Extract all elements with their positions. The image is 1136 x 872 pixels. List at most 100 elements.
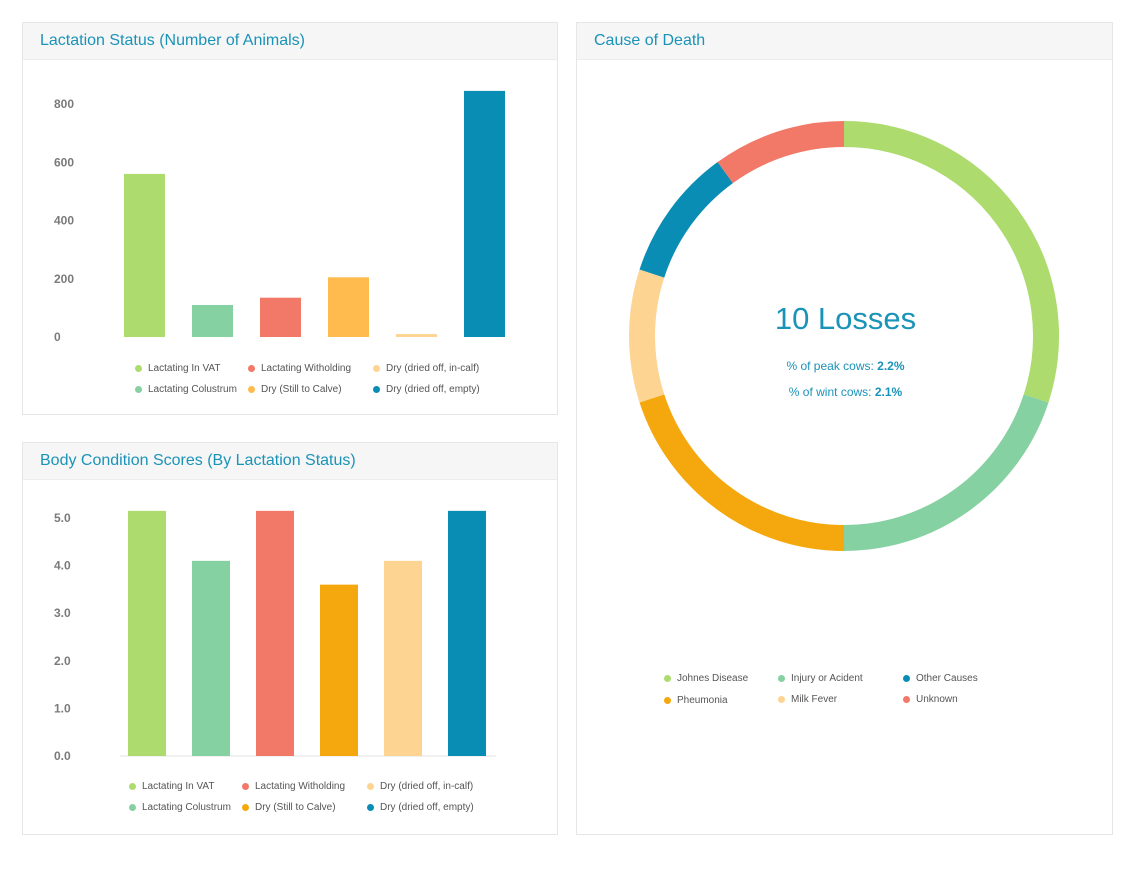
y-tick-label: 0.0 — [54, 749, 71, 763]
bar-lactating-colustrum[interactable] — [192, 304, 233, 337]
slice-johnes-disease[interactable] — [843, 121, 1059, 403]
legend-dot — [778, 696, 785, 703]
legend-dot — [367, 804, 374, 811]
legend-dot — [664, 697, 671, 704]
wint-cows-label: % of wint cows: — [788, 385, 872, 399]
legend-item-dry-dried-off-empty[interactable]: Dry (dried off, empty) — [373, 384, 480, 395]
legend-item-dry-still-to-calve[interactable]: Dry (Still to Calve) — [242, 802, 336, 813]
lactation-status-title: Lactation Status (Number of Animals) — [23, 23, 557, 60]
legend-dot — [664, 675, 671, 682]
bar-dry-still-to-calve[interactable] — [320, 584, 358, 756]
legend-label: Lactating Witholding — [255, 781, 346, 792]
legend-item-johnes-disease[interactable]: Johnes Disease — [664, 673, 748, 684]
lactation-status-legend: Lactating In VAT Lactating Witholding Dry … — [23, 358, 557, 408]
body-condition-title: Body Condition Scores (By Lactation Stat… — [23, 443, 557, 480]
y-tick-label: 800 — [54, 97, 74, 111]
legend-label: Lactating Witholding — [261, 363, 352, 374]
peak-cows-value: 2.2% — [877, 359, 905, 373]
y-tick-label: 0 — [54, 330, 61, 344]
legend-label: Dry (dried off, in-calf) — [380, 781, 474, 792]
y-tick-label: 200 — [54, 272, 74, 286]
legend-dot — [129, 804, 136, 811]
bar-dry-dried-off-in-calf[interactable] — [396, 334, 437, 337]
legend-item-milk-fever[interactable]: Milk Fever — [778, 694, 837, 705]
legend-item-other-causes[interactable]: Other Causes — [903, 673, 978, 684]
slice-injury-or-acident[interactable] — [843, 394, 1049, 551]
legend-item-lactating-colustrum[interactable]: Lactating Colustrum — [135, 384, 237, 395]
lactation-status-panel: Lactation Status (Number of Animals) 0 20… — [22, 22, 558, 415]
legend-label: Dry (Still to Calve) — [261, 384, 342, 395]
legend-item-pheumonia[interactable]: Pheumonia — [664, 695, 728, 706]
bar-lactating-in-vat[interactable] — [124, 173, 165, 337]
bar-lactating-witholding[interactable] — [260, 297, 301, 337]
legend-item-dry-still-to-calve[interactable]: Dry (Still to Calve) — [248, 384, 342, 395]
peak-cows-stat: % of peak cows: 2.2% — [577, 359, 1114, 373]
y-tick-label: 5.0 — [54, 511, 71, 525]
legend-dot — [242, 804, 249, 811]
cause-of-death-donut — [629, 121, 1059, 551]
legend-dot — [903, 675, 910, 682]
legend-label: Dry (dried off, empty) — [380, 802, 474, 813]
legend-dot — [778, 675, 785, 682]
legend-label: Johnes Disease — [677, 673, 749, 684]
bar-dry-dried-off-empty[interactable] — [448, 510, 486, 756]
y-tick-label: 2.0 — [54, 654, 71, 668]
legend-dot — [135, 365, 142, 372]
cause-of-death-panel: Cause of Death 10 Losses % of peak cows:… — [576, 22, 1113, 835]
wint-cows-value: 2.1% — [874, 385, 903, 399]
legend-dot — [129, 783, 136, 790]
slice-milk-fever[interactable] — [629, 269, 665, 403]
lactation-status-chart: 0 200 400 600 800 — [54, 90, 505, 344]
legend-item-dry-dried-off-in-calf[interactable]: Dry (dried off, in-calf) — [367, 781, 473, 792]
legend-label: Other Causes — [916, 673, 978, 684]
bar-lactating-witholding[interactable] — [256, 510, 294, 756]
losses-count: 10 Losses — [774, 301, 917, 336]
y-tick-label: 400 — [54, 214, 74, 228]
legend-label: Milk Fever — [791, 694, 838, 705]
legend-item-lactating-in-vat[interactable]: Lactating In VAT — [129, 781, 214, 792]
legend-dot — [242, 783, 249, 790]
y-tick-label: 4.0 — [54, 559, 71, 573]
bar-dry-still-to-calve[interactable] — [328, 277, 369, 337]
legend-label: Dry (Still to Calve) — [255, 802, 336, 813]
legend-label: Dry (dried off, empty) — [386, 384, 480, 395]
legend-item-unknown[interactable]: Unknown — [903, 694, 958, 705]
legend-item-lactating-witholding[interactable]: Lactating Witholding — [242, 781, 345, 792]
bar-dry-dried-off-in-calf[interactable] — [384, 560, 422, 756]
y-tick-label: 1.0 — [54, 701, 71, 715]
peak-cows-label: % of peak cows: — [786, 359, 874, 373]
bar-lactating-colustrum[interactable] — [192, 560, 230, 756]
legend-label: Injury or Acident — [791, 673, 863, 684]
cause-of-death-title: Cause of Death — [577, 23, 1112, 60]
bar-lactating-in-vat[interactable] — [128, 510, 166, 756]
legend-item-injury-or-acident[interactable]: Injury or Acident — [778, 673, 863, 684]
legend-dot — [373, 386, 380, 393]
legend-label: Lactating Colustrum — [148, 384, 237, 395]
legend-dot — [248, 386, 255, 393]
slice-pheumonia[interactable] — [639, 394, 845, 551]
legend-dot — [248, 365, 255, 372]
legend-item-lactating-witholding[interactable]: Lactating Witholding — [248, 363, 351, 374]
legend-label: Lactating In VAT — [148, 363, 221, 374]
body-condition-legend: Lactating In VAT Lactating Witholding Dry … — [23, 776, 557, 826]
legend-label: Dry (dried off, in-calf) — [386, 363, 480, 374]
legend-dot — [373, 365, 380, 372]
body-condition-chart: 0.0 1.0 2.0 3.0 4.0 5.0 — [54, 510, 496, 763]
y-tick-label: 3.0 — [54, 606, 71, 620]
wint-cows-stat: % of wint cows: 2.1% — [577, 385, 1114, 399]
legend-item-dry-dried-off-empty[interactable]: Dry (dried off, empty) — [367, 802, 474, 813]
legend-label: Unknown — [916, 694, 958, 705]
legend-item-lactating-in-vat[interactable]: Lactating In VAT — [135, 363, 220, 374]
cause-of-death-legend: Johnes Disease Injury or Acident Other Cau… — [577, 668, 1112, 708]
body-condition-panel: Body Condition Scores (By Lactation Stat… — [22, 442, 558, 835]
legend-label: Lactating In VAT — [142, 781, 215, 792]
slice-unknown[interactable] — [717, 121, 845, 184]
legend-dot — [903, 696, 910, 703]
bar-dry-dried-off-empty[interactable] — [464, 90, 505, 337]
slice-other-causes[interactable] — [639, 162, 734, 278]
y-tick-label: 600 — [54, 155, 74, 169]
legend-item-dry-dried-off-in-calf[interactable]: Dry (dried off, in-calf) — [373, 363, 479, 374]
legend-dot — [367, 783, 374, 790]
legend-label: Pheumonia — [677, 695, 728, 706]
legend-item-lactating-colustrum[interactable]: Lactating Colustrum — [129, 802, 231, 813]
